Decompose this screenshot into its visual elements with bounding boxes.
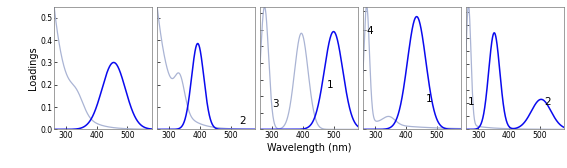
- Text: 4: 4: [367, 26, 373, 36]
- Y-axis label: Loadings: Loadings: [28, 46, 37, 90]
- Text: 1: 1: [468, 97, 475, 107]
- Text: 2: 2: [239, 116, 246, 126]
- Text: 1: 1: [426, 94, 432, 104]
- Text: 1: 1: [327, 80, 334, 90]
- Text: 2: 2: [544, 97, 551, 107]
- X-axis label: Wavelength (nm): Wavelength (nm): [266, 142, 352, 153]
- Text: 3: 3: [272, 99, 278, 110]
